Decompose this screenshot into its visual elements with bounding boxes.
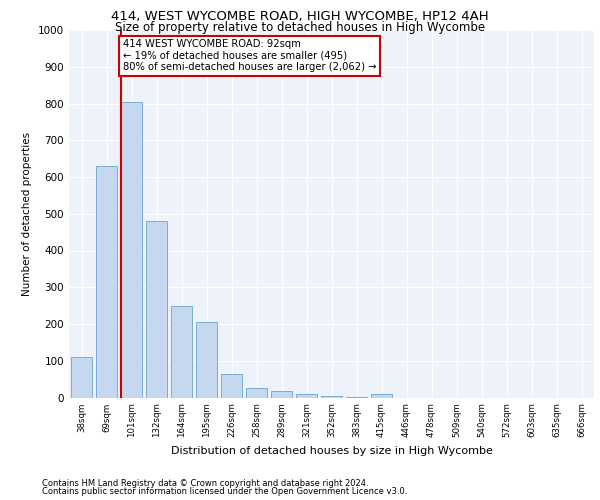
Bar: [171, 306, 192, 398]
Bar: [146, 221, 167, 398]
Bar: [271, 391, 292, 398]
Bar: [96, 166, 117, 398]
Bar: [196, 322, 217, 398]
Y-axis label: Number of detached properties: Number of detached properties: [22, 132, 32, 296]
Bar: [371, 394, 392, 398]
Bar: [321, 396, 342, 398]
Bar: [296, 394, 317, 398]
X-axis label: Distribution of detached houses by size in High Wycombe: Distribution of detached houses by size …: [170, 446, 493, 456]
Bar: [71, 357, 92, 398]
Text: 414 WEST WYCOMBE ROAD: 92sqm
← 19% of detached houses are smaller (495)
80% of s: 414 WEST WYCOMBE ROAD: 92sqm ← 19% of de…: [123, 39, 376, 72]
Bar: [346, 397, 367, 398]
Text: Contains HM Land Registry data © Crown copyright and database right 2024.: Contains HM Land Registry data © Crown c…: [42, 478, 368, 488]
Bar: [221, 374, 242, 398]
Text: 414, WEST WYCOMBE ROAD, HIGH WYCOMBE, HP12 4AH: 414, WEST WYCOMBE ROAD, HIGH WYCOMBE, HP…: [111, 10, 489, 23]
Text: Size of property relative to detached houses in High Wycombe: Size of property relative to detached ho…: [115, 21, 485, 34]
Bar: [246, 388, 267, 398]
Bar: [121, 102, 142, 398]
Text: Contains public sector information licensed under the Open Government Licence v3: Contains public sector information licen…: [42, 487, 407, 496]
